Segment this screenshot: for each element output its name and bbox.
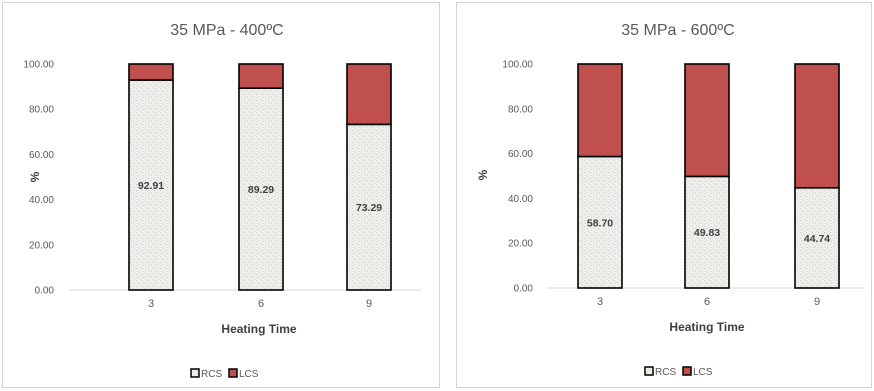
chart-panel-right: 35 MPa - 600ºC 0.00 20.00 40.00 60.00 80.00 10… (456, 2, 872, 388)
bar-segment-lcs (794, 63, 840, 189)
bar-segment-lcs (577, 63, 623, 158)
bar-segment-rcs (128, 79, 174, 291)
data-label: 49.83 (694, 227, 720, 239)
x-tick-label: 9 (814, 296, 820, 308)
stacked-bar-chart-right: 35 MPa - 600ºC 0.00 20.00 40.00 60.00 80.00 10… (476, 22, 865, 378)
stacked-bar-chart-left: 35 MPa - 400ºC 0.00 20.00 40.00 60.00 80.00 10… (23, 22, 421, 380)
y-tick-label: 20.00 (29, 240, 54, 251)
y-tick-label: 100.00 (502, 60, 533, 71)
legend-swatch-lcs (682, 366, 692, 376)
y-tick-label: 40.00 (29, 195, 54, 206)
bar-segment-rcs (238, 87, 284, 291)
legend-label-lcs: LCS (693, 367, 713, 378)
y-tick-label: 80.00 (29, 105, 54, 116)
bar-segment-rcs (794, 186, 840, 289)
bar-segment-lcs (128, 63, 174, 81)
legend-label-lcs: LCS (239, 369, 259, 380)
chart-title: 35 MPa - 400ºC (170, 22, 283, 39)
bar-segment-rcs (577, 155, 623, 289)
bar-segment-lcs (238, 63, 284, 90)
data-label: 73.29 (356, 202, 382, 214)
bar-segment-lcs (346, 63, 392, 126)
y-axis-label: % (28, 171, 42, 182)
legend-label-rcs: RCS (201, 369, 222, 380)
legend-swatch-rcs (190, 368, 200, 378)
x-tick-label: 6 (258, 298, 264, 310)
x-tick-label: 3 (597, 296, 603, 308)
y-tick-label: 0.00 (35, 286, 55, 297)
chart-panel-left: 35 MPa - 400ºC 0.00 20.00 40.00 60.00 80.00 10… (2, 2, 440, 388)
y-tick-label: 100.00 (23, 60, 54, 71)
x-axis-label: Heating Time (221, 322, 296, 336)
x-tick-label: 9 (366, 298, 372, 310)
data-label: 89.29 (248, 184, 274, 196)
x-axis-label: Heating Time (669, 320, 744, 334)
y-tick-label: 60.00 (508, 149, 533, 160)
data-label: 58.70 (587, 217, 613, 229)
data-label: 92.91 (138, 180, 164, 192)
bar-segment-lcs (684, 63, 730, 178)
legend-swatch-rcs (644, 366, 654, 376)
y-axis-label: % (476, 169, 490, 180)
data-label: 44.74 (804, 233, 830, 245)
legend-label-rcs: RCS (655, 367, 676, 378)
legend-swatch-lcs (228, 368, 238, 378)
chart-title: 35 MPa - 600ºC (621, 22, 734, 39)
x-tick-label: 3 (148, 298, 154, 310)
y-tick-label: 0.00 (514, 284, 534, 295)
y-tick-label: 80.00 (508, 104, 533, 115)
y-tick-label: 20.00 (508, 239, 533, 250)
y-tick-label: 60.00 (29, 150, 54, 161)
x-tick-label: 6 (704, 296, 710, 308)
y-tick-label: 40.00 (508, 194, 533, 205)
